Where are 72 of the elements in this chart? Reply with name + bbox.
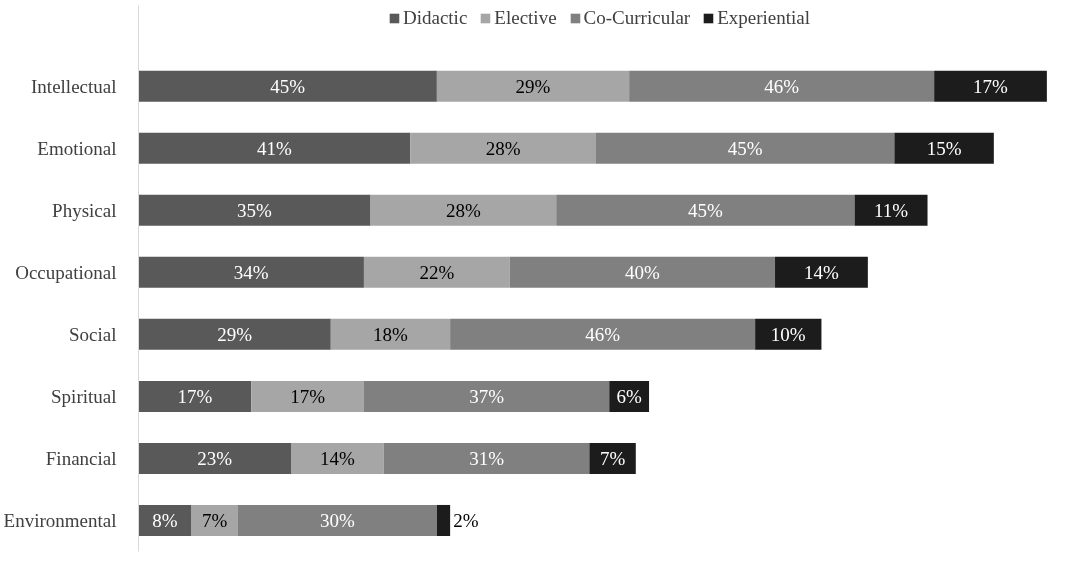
data-label: 11% [874,199,909,221]
data-label: 45% [270,75,306,97]
bar [629,70,935,102]
bar [138,194,371,226]
bar [854,194,928,226]
legend-label: Elective [494,7,557,29]
y-tick-label: Financial [45,447,117,469]
bar [556,194,855,226]
bar [775,256,868,288]
data-label: 41% [257,137,293,159]
data-label: 10% [770,323,806,345]
data-label: 30% [320,509,355,531]
bar [509,256,776,288]
data-label: 35% [237,199,273,221]
y-tick-label: Occupational [15,261,117,283]
data-label: 29% [217,323,253,345]
bar [436,504,451,536]
data-label: 28% [445,199,481,221]
data-label: 29% [515,75,551,97]
bar [330,318,451,350]
data-label: 15% [926,137,962,159]
bar [894,132,994,164]
bar [363,256,510,288]
y-tick-label: Social [69,323,117,345]
data-label: 7% [599,447,626,469]
bar [251,380,364,412]
data-label: 14% [804,261,840,283]
data-label: 46% [764,75,800,97]
bar [596,132,895,164]
data-label: 6% [616,385,642,407]
data-label: 14% [320,447,355,469]
bar [237,504,437,536]
data-label: 23% [197,447,233,469]
legend-label: Co-Curricular [583,7,691,29]
bar [138,442,291,474]
data-label: 37% [469,385,505,407]
bar [138,70,437,102]
bar [370,194,557,226]
y-tick-label: Spiritual [51,385,117,407]
bar [450,318,756,350]
bar [138,256,364,288]
data-label: 17% [177,385,213,407]
y-tick-label: Environmental [3,509,117,531]
data-label: 31% [469,447,505,469]
data-label: 28% [485,137,521,159]
data-label: 46% [585,323,621,345]
data-label: 22% [419,261,455,283]
bar [363,380,610,412]
bar [138,318,331,350]
bar [410,132,596,164]
legend-label: Experiential [717,7,811,29]
bar [383,442,590,474]
data-label: 17% [290,385,326,407]
data-label: 7% [202,509,228,531]
data-label: 40% [625,261,660,283]
bar [934,70,1047,102]
y-tick-label: Physical [52,199,117,221]
y-tick-label: Intellectual [31,75,117,97]
legend-label: Didactic [402,7,468,29]
bar [138,380,252,412]
data-label: 45% [687,199,723,221]
bar [291,442,384,474]
data-label: 18% [373,323,409,345]
data-label: 17% [973,75,1009,97]
bar [436,70,630,102]
bar [589,442,636,474]
data-label: 2% [453,509,479,531]
data-label: 8% [152,509,178,531]
data-label: 34% [233,261,269,283]
bar [138,132,411,164]
data-label: 45% [727,137,763,159]
y-tick-label: Emotional [37,137,117,159]
